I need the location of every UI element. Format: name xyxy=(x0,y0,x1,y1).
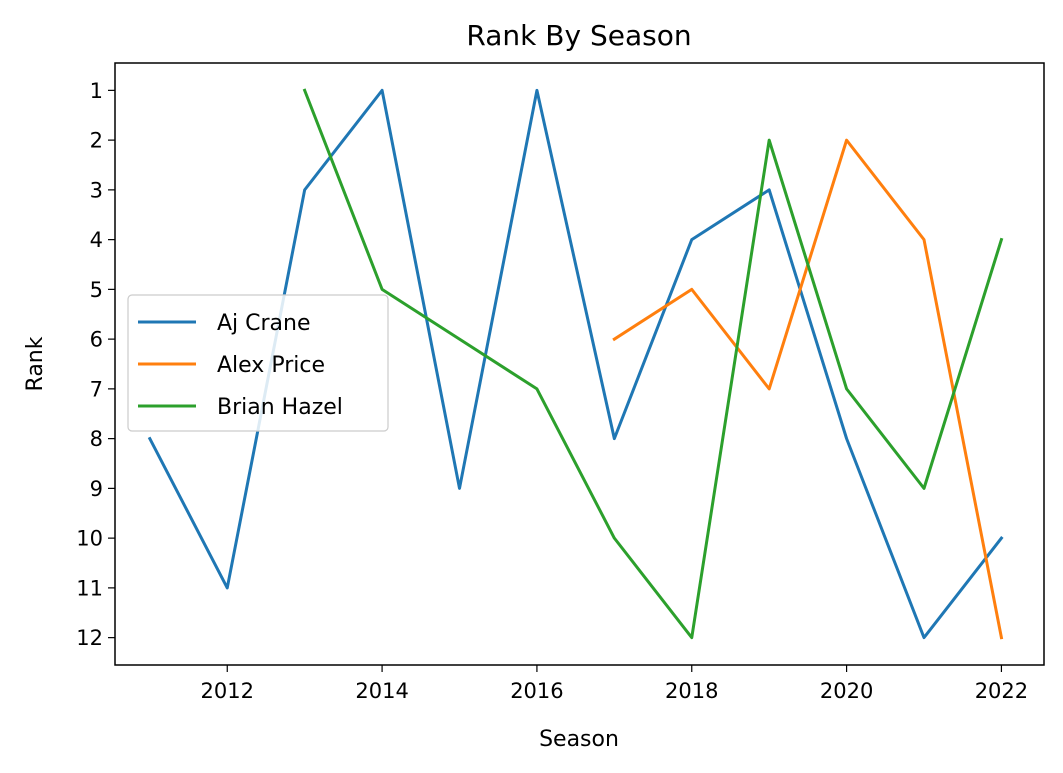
chart-title: Rank By Season xyxy=(466,19,691,52)
x-axis: 2012 2014 2016 2018 2020 2022 xyxy=(201,665,1028,703)
legend-label: Aj Crane xyxy=(217,311,311,336)
y-tick-label: 5 xyxy=(90,278,103,302)
legend-label: Brian Hazel xyxy=(217,395,343,420)
x-tick-label: 2022 xyxy=(975,679,1028,703)
x-tick-label: 2018 xyxy=(665,679,718,703)
series-line-brian-hazel xyxy=(302,88,1004,640)
x-tick-label: 2012 xyxy=(201,679,254,703)
y-tick-label: 3 xyxy=(90,178,103,202)
y-tick-label: 4 xyxy=(90,228,103,252)
series-line-alex-price xyxy=(612,138,1004,640)
y-tick-label: 6 xyxy=(90,328,103,352)
y-tick-label: 10 xyxy=(76,527,103,551)
axes-frame xyxy=(114,62,1045,666)
x-tick-label: 2014 xyxy=(355,679,408,703)
y-tick-label: 2 xyxy=(90,129,103,153)
y-tick-label: 9 xyxy=(90,477,103,501)
plot-area xyxy=(147,88,1004,640)
y-tick-label: 8 xyxy=(90,427,103,451)
legend: Aj Crane Alex Price Brian Hazel xyxy=(127,294,389,432)
y-axis-label: Rank xyxy=(23,336,48,391)
x-tick-label: 2016 xyxy=(510,679,563,703)
y-tick-label: 11 xyxy=(76,576,103,600)
y-tick-label: 12 xyxy=(76,626,103,650)
legend-box xyxy=(127,294,389,432)
y-tick-label: 7 xyxy=(90,377,103,401)
x-axis-label: Season xyxy=(539,727,619,752)
legend-label: Alex Price xyxy=(217,353,325,378)
y-tick-label: 1 xyxy=(90,79,103,103)
x-tick-label: 2020 xyxy=(820,679,873,703)
series-line-aj-crane xyxy=(147,88,1004,640)
